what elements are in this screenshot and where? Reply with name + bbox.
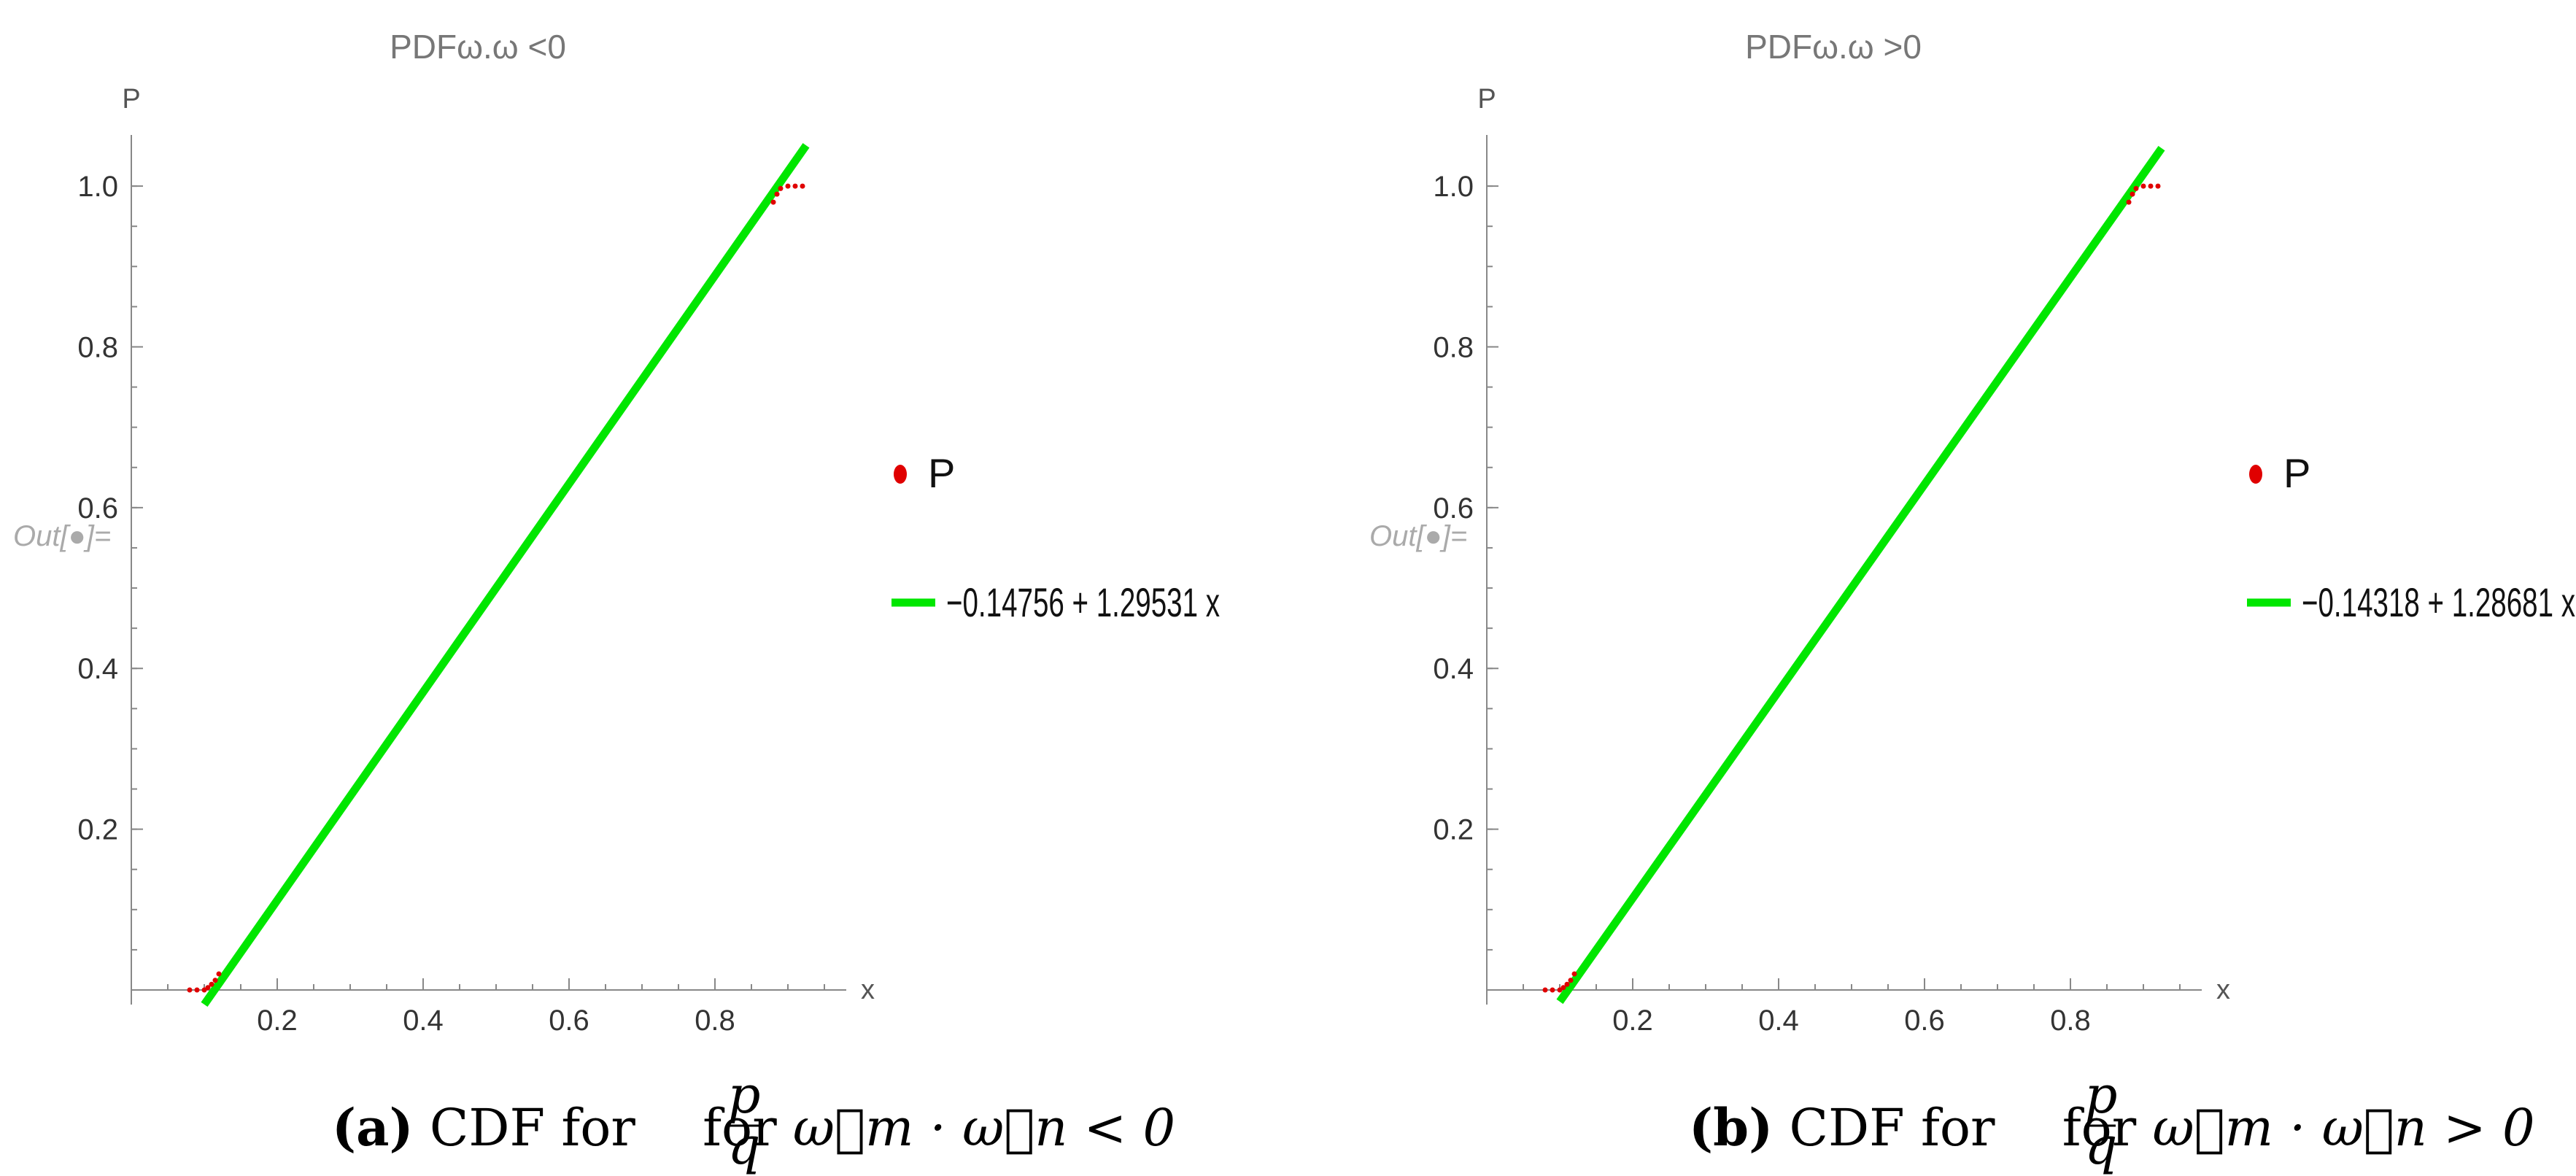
caption-prefix: CDF for (414, 1098, 652, 1158)
data-point (187, 987, 193, 993)
legend-label-points: P (2283, 450, 2310, 496)
data-point (792, 183, 798, 189)
caption-a: (a) CDF for for ω⃗m · ω⃗n < 0pq (332, 1065, 1175, 1176)
chart-title: PDFω.ω >0 (1745, 28, 1922, 66)
caption-prefix: CDF for (1773, 1098, 2011, 1158)
x-axis-label: x (2216, 975, 2230, 1005)
out-label: Out[●]= (13, 520, 111, 552)
data-point (2130, 191, 2135, 197)
y-tick-label: 0.6 (1433, 492, 1474, 525)
x-tick-label: 0.2 (257, 1005, 298, 1037)
y-axis-label: P (122, 84, 140, 115)
data-point (2148, 183, 2154, 189)
y-tick-label: 0.4 (1433, 653, 1474, 685)
data-point (785, 183, 791, 189)
x-tick-label: 0.8 (2050, 1005, 2091, 1037)
legend-marker-points (2249, 465, 2262, 484)
legend-label-points: P (928, 450, 955, 496)
data-point (2126, 199, 2132, 205)
y-tick-label: 0.6 (77, 492, 118, 525)
data-point (201, 987, 207, 993)
x-tick-label: 0.6 (549, 1005, 589, 1037)
caption-b: (b) CDF for for ω⃗m · ω⃗n > 0pq (1689, 1065, 2535, 1176)
data-point (1550, 987, 1555, 993)
data-point (778, 185, 784, 191)
data-point (1568, 978, 1574, 983)
data-point (209, 981, 214, 987)
x-tick-label: 0.4 (403, 1005, 444, 1037)
caption-mid: for (2062, 1098, 2153, 1158)
y-tick-label: 1.0 (1433, 171, 1474, 203)
fit-line (1556, 146, 2165, 1005)
y-tick-label: 0.8 (77, 331, 118, 363)
data-point (1542, 987, 1548, 993)
legend-marker-points (894, 465, 907, 484)
x-tick-label: 0.4 (1758, 1005, 1799, 1037)
caption-text: (a) CDF for for ω⃗m · ω⃗n < 0 (332, 1097, 1175, 1158)
legend: P −0.14318 + 1.28681 x (2247, 450, 2575, 625)
y-tick-label: 0.8 (1433, 331, 1474, 363)
data-point (770, 199, 776, 205)
y-tick-label: 0.2 (77, 814, 118, 846)
data-point (2155, 183, 2161, 189)
caption-expr: ω⃗m · ω⃗n < 0 (793, 1098, 1175, 1158)
caption-frac-num: p (728, 1065, 761, 1125)
data-point (216, 971, 222, 977)
x-tick-label: 0.8 (695, 1005, 735, 1037)
data-point (1564, 981, 1570, 987)
caption-frac-den: q (728, 1116, 761, 1176)
legend: P −0.14756 + 1.29531 x (891, 450, 1220, 625)
caption-frac-den: q (2085, 1116, 2118, 1176)
out-label: Out[●]= (1369, 520, 1467, 552)
caption-tag: (b) (1689, 1097, 1773, 1158)
data-point (800, 183, 805, 189)
y-tick-label: 0.4 (77, 653, 118, 685)
data-point (194, 987, 200, 993)
y-tick-label: 1.0 (77, 171, 118, 203)
x-tick-label: 0.6 (1904, 1005, 1945, 1037)
y-axis-label: P (1477, 84, 1496, 115)
data-point (1571, 971, 1577, 977)
caption-expr: ω⃗m · ω⃗n > 0 (2152, 1098, 2534, 1158)
data-point (2140, 183, 2146, 189)
y-tick-label: 0.2 (1433, 814, 1474, 846)
chart-panel-a: PDFω.ω <0 Px 0.2 0.4 0.6 0.8 0.2 0.4 0.6 0.8 1.0 Ou… (13, 28, 1220, 1037)
data-point (1557, 987, 1563, 993)
x-axis-label: x (861, 975, 875, 1005)
data-point (212, 978, 218, 983)
legend-label-fit: −0.14318 + 1.28681 x (2302, 579, 2575, 625)
data-point (205, 985, 211, 991)
x-tick-label: 0.2 (1612, 1005, 1653, 1037)
caption-mid: for (703, 1098, 793, 1158)
fit-line (201, 143, 810, 1007)
chart-panel-b: PDFω.ω >0 Px 0.2 0.4 0.6 0.8 0.2 0.4 0.6 0.8 1.0 Ou… (1369, 28, 2575, 1037)
caption-frac-num: p (2085, 1065, 2118, 1125)
chart-title: PDFω.ω <0 (390, 28, 566, 66)
legend-label-fit: −0.14756 + 1.29531 x (946, 579, 1220, 625)
data-point (2133, 185, 2139, 191)
caption-tag: (a) (332, 1097, 414, 1158)
data-point (1560, 985, 1566, 991)
caption-text: (b) CDF for for ω⃗m · ω⃗n > 0 (1689, 1097, 2535, 1158)
data-point (774, 191, 780, 197)
